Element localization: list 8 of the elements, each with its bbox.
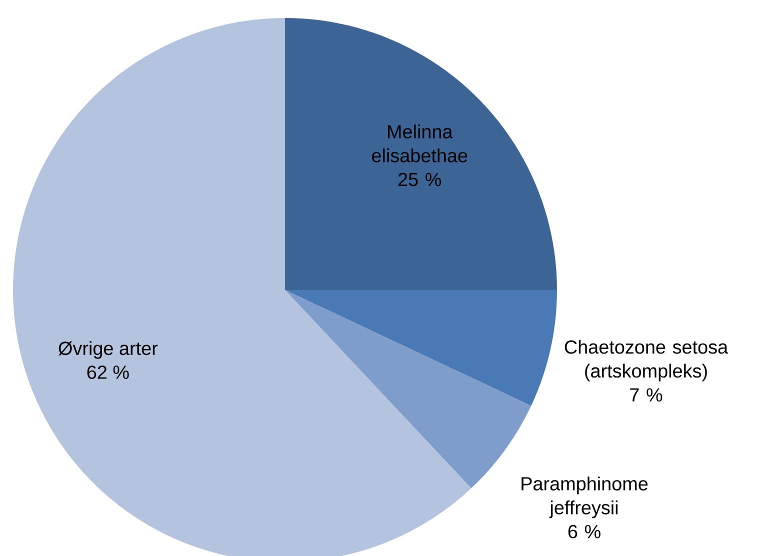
data-label: 25 % <box>398 172 442 186</box>
slice-label: Melinna elisabethae <box>372 124 468 162</box>
data-label: 7 % <box>630 388 662 402</box>
slice-label: Chaetozone setosa (artskompleks) <box>564 340 728 382</box>
slice-label: Paramphinome jeffreysii <box>522 476 648 518</box>
data-label: 62 % <box>87 366 129 379</box>
slice-label: Øvrige arter <box>58 341 158 359</box>
data-label: 6 % <box>568 524 600 538</box>
